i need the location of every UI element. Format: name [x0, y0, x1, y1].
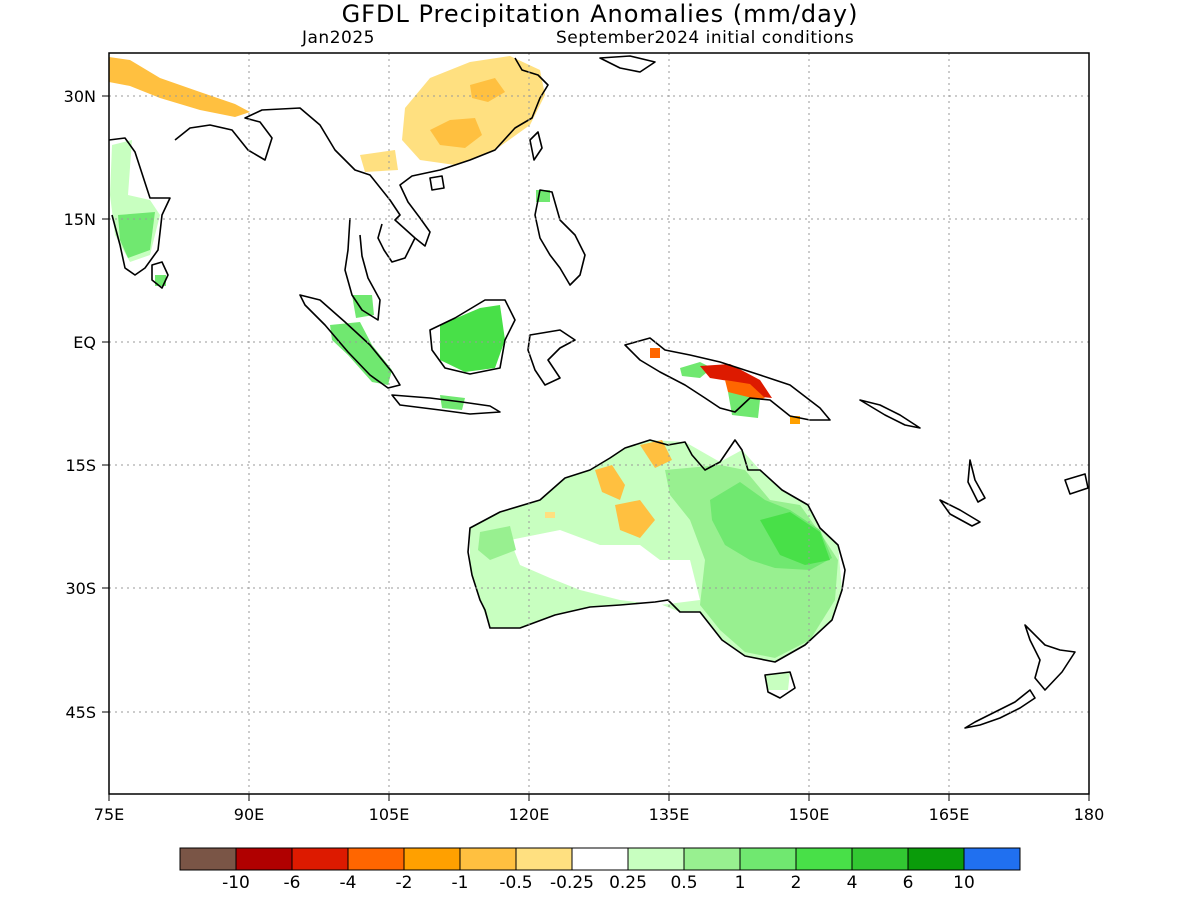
anomaly-south-china-core	[430, 118, 482, 148]
anomaly-malaysia	[352, 295, 374, 318]
lat-tick-label: 15N	[64, 210, 96, 229]
coast-sumatra	[299, 294, 401, 389]
anomaly-fields	[109, 56, 842, 690]
anomaly-sri-lanka	[155, 275, 166, 286]
coast-malay-peninsula	[344, 217, 381, 321]
initial-conditions-label: September2024 initial conditions	[556, 28, 855, 48]
colorbar-swatch	[291, 847, 349, 871]
map-background	[109, 53, 1089, 794]
lon-tick-label: 75E	[94, 805, 124, 824]
coast-vanuatu	[967, 459, 986, 503]
anomaly-sumatra	[330, 322, 392, 385]
graticule	[109, 53, 1089, 794]
valid-month-label: Jan2025	[302, 28, 375, 48]
anomaly-west-coast	[478, 526, 516, 560]
anomaly-kimberley	[595, 465, 625, 500]
colorbar-label: 4	[847, 873, 858, 893]
colorbar-label: 0.25	[609, 873, 647, 893]
colorbar-swatch	[739, 847, 797, 871]
colorbar: -10 -6 -4 -2 -1 -0.5 -0.25 0.25 0.5 1 2 4 6 10	[179, 847, 1021, 893]
lat-tick-label: 30S	[65, 579, 96, 598]
chart-title: GFDL Precipitation Anomalies (mm/day)	[341, 0, 859, 28]
coast-japan	[599, 55, 656, 73]
colorbar-label: -10	[222, 873, 250, 893]
colorbar-swatch	[347, 847, 405, 871]
coast-new-zealand-north	[1024, 624, 1076, 691]
anomaly-nt-center	[615, 500, 655, 538]
coast-hainan	[429, 175, 445, 191]
lon-tick-label: 105E	[369, 805, 410, 824]
longitude-axis: 75E 90E 105E 120E 135E 150E 165E 180	[94, 794, 1105, 824]
colorbar-label: -0.5	[499, 873, 532, 893]
lon-tick-label: 150E	[789, 805, 830, 824]
anomaly-australia-neutral	[510, 530, 700, 605]
colorbar-label: 2	[791, 873, 802, 893]
colorbar-swatch	[403, 847, 461, 871]
colorbar-label: -2	[396, 873, 413, 893]
anomaly-new-guinea-orange	[725, 380, 765, 402]
anomaly-south-china-core-2	[470, 78, 505, 102]
coast-new-zealand-south	[964, 689, 1036, 729]
anomaly-pilbara	[545, 512, 555, 518]
anomaly-borneo	[440, 305, 505, 372]
colorbar-swatch	[571, 847, 629, 871]
colorbar-swatch	[963, 847, 1021, 871]
coast-indochina	[377, 223, 416, 263]
colorbar-swatch	[459, 847, 517, 871]
colorbar-swatch	[627, 847, 685, 871]
coast-fiji	[1064, 473, 1089, 495]
coast-solomons	[859, 399, 921, 429]
anomaly-himalaya	[109, 57, 250, 117]
map-frame	[108, 52, 1090, 795]
latitude-axis: 30N 15N EQ 15S 30S 45S	[64, 87, 109, 722]
anomaly-java	[440, 395, 465, 410]
colorbar-label: 6	[903, 873, 914, 893]
lat-tick-label: 15S	[65, 456, 96, 475]
colorbar-swatch	[235, 847, 293, 871]
lon-tick-label: 120E	[509, 805, 550, 824]
lat-tick-label: EQ	[73, 333, 96, 352]
coast-australia	[467, 439, 846, 663]
coast-sri-lanka	[151, 261, 169, 289]
lon-tick-label: 135E	[649, 805, 690, 824]
coast-new-caledonia	[939, 499, 981, 527]
lon-tick-label: 180	[1074, 805, 1105, 824]
colorbar-swatch	[851, 847, 909, 871]
lon-tick-label: 165E	[929, 805, 970, 824]
coast-new-guinea	[624, 337, 831, 421]
coast-sulawesi	[527, 329, 576, 386]
anomaly-arnhem	[640, 440, 672, 468]
colorbar-swatch	[179, 847, 237, 871]
anomaly-vogelkop	[650, 348, 660, 358]
coast-philippines	[534, 189, 586, 286]
colorbar-label: 1	[735, 873, 746, 893]
coast-asia-mainland	[108, 57, 549, 276]
coastlines	[108, 55, 1089, 729]
coast-borneo	[429, 299, 516, 375]
colorbar-label: 10	[953, 873, 975, 893]
colorbar-label: -4	[340, 873, 357, 893]
colorbar-label: -0.25	[550, 873, 594, 893]
colorbar-swatch	[515, 847, 573, 871]
colorbar-swatch	[907, 847, 965, 871]
colorbar-swatch	[683, 847, 741, 871]
lat-tick-label: 30N	[64, 87, 96, 106]
colorbar-swatch	[795, 847, 853, 871]
anomaly-tasmania	[765, 672, 790, 690]
colorbar-label: 0.5	[670, 873, 697, 893]
anomaly-india	[118, 212, 155, 258]
coast-java	[391, 394, 501, 415]
anomaly-queensland-core	[760, 512, 830, 565]
colorbar-label: -1	[452, 873, 469, 893]
lat-tick-label: 45S	[65, 703, 96, 722]
colorbar-label: -6	[284, 873, 301, 893]
lon-tick-label: 90E	[234, 805, 264, 824]
coast-tasmania	[764, 671, 796, 699]
coast-taiwan	[529, 131, 543, 161]
